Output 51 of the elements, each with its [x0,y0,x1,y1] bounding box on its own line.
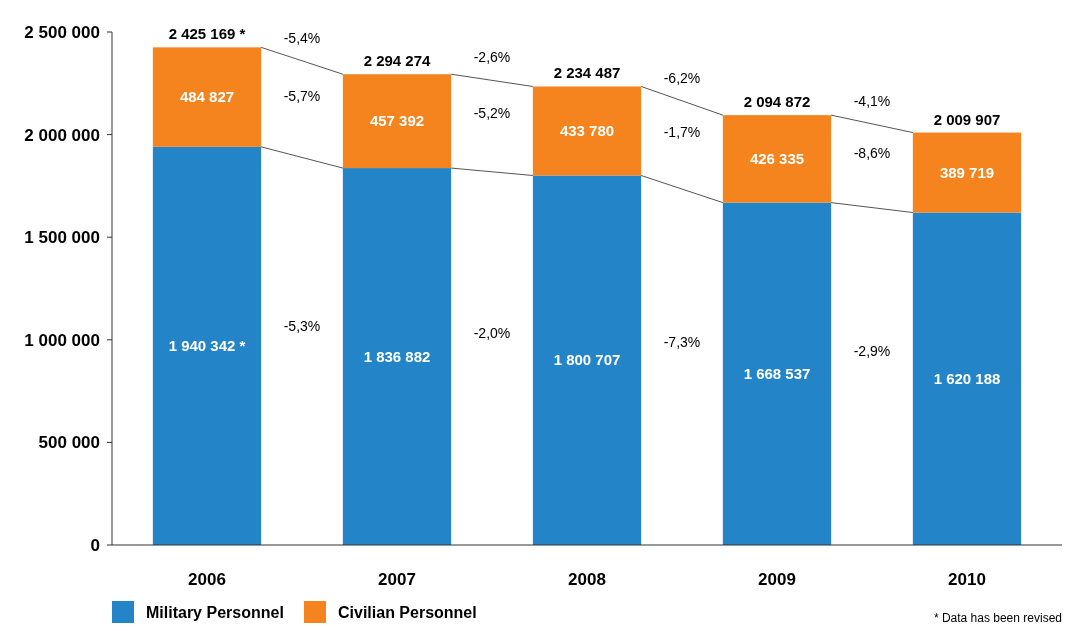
total-label: 2 009 907 [933,110,1001,128]
data-label: 1 620 188 [933,369,1001,387]
bar [912,132,1022,213]
annotation: -2,9% [853,343,891,360]
bar [722,202,832,545]
total-label: 2 234 487 [553,64,621,82]
bar [152,146,262,545]
data-label: 1 836 882 [363,347,431,365]
legend-label: Civilian Personnel [338,604,477,621]
data-label: 1 800 707 [553,351,621,369]
x-tick-label: 2006 [188,570,226,589]
y-tick-label: 2 500 000 [24,23,100,42]
total-label: 2 094 872 [743,93,811,111]
annotation: -5,2% [473,105,511,122]
bar [342,168,452,545]
annotation: -2,0% [473,325,511,342]
total-label: 2 425 169 * [168,25,246,43]
bar [152,47,262,147]
x-tick-label: 2010 [948,570,986,589]
data-label: 426 335 [749,149,805,167]
y-tick-label: 2 000 000 [24,125,100,145]
annotation: -7,3% [663,334,701,351]
bar [532,175,642,545]
bar [912,212,1022,545]
annotation: -1,7% [663,123,701,140]
annotation: -4,1% [853,92,891,109]
bar [342,74,452,169]
annotation: -2,6% [473,49,511,66]
x-tick-label: 2008 [568,570,606,589]
annotation: -5,7% [283,88,321,105]
annotation: -6,2% [663,69,701,86]
bar [722,115,832,203]
annotation: -5,3% [283,318,321,335]
y-tick-label: 1 000 000 [24,330,100,350]
data-label: 1 940 342 * [168,336,246,354]
data-label: 433 780 [559,121,615,139]
data-label: 1 668 537 [743,364,811,382]
text: * Data has been revised [933,611,1062,625]
data-label: 484 827 [179,88,235,106]
y-tick-label: 500 000 [38,433,100,453]
data-label: 457 392 [369,112,425,130]
bar [532,86,642,176]
y-tick-label: 1 500 000 [24,228,100,248]
data-label: 389 719 [939,163,995,181]
x-tick-label: 2009 [758,570,796,589]
annotation: -8,6% [853,144,891,161]
annotation: -5,4% [283,29,321,46]
legend-label: Military Personnel [146,604,284,621]
total-label: 2 294 274 [363,52,432,70]
y-tick-label: 0 [90,536,100,555]
x-tick-label: 2007 [378,570,416,589]
